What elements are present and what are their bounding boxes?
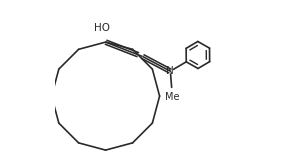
Text: HO: HO [94,23,110,33]
Text: N: N [166,66,174,76]
Text: Me: Me [165,92,180,102]
